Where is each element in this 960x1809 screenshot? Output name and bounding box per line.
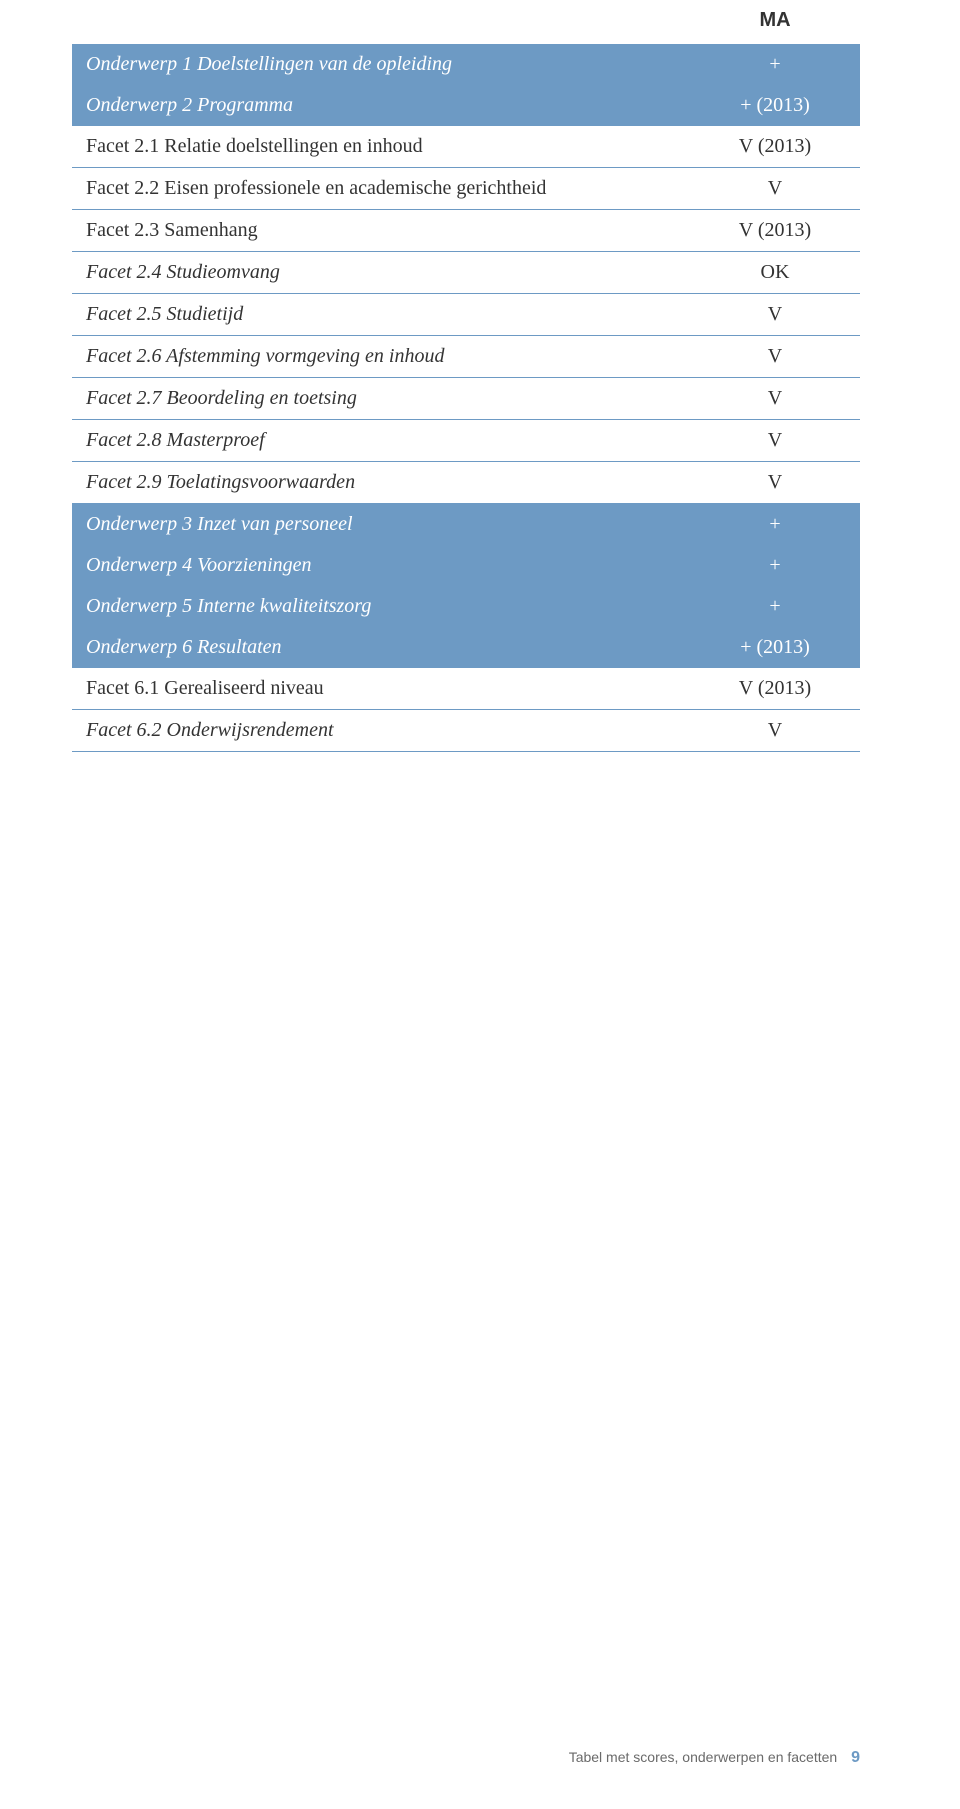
facet-label: Facet 2.2 Eisen professionele en academi…: [72, 168, 690, 210]
section-label: Onderwerp 6 Resultaten: [72, 627, 690, 668]
section-header-row: Onderwerp 5 Interne kwaliteitszorg+: [72, 586, 860, 627]
facet-value: V (2013): [690, 126, 860, 168]
facet-value: V: [690, 294, 860, 336]
facet-value: V: [690, 168, 860, 210]
facet-value: V: [690, 336, 860, 378]
facet-label: Facet 2.4 Studieomvang: [72, 252, 690, 294]
facet-label: Facet 2.6 Afstemming vormgeving en inhou…: [72, 336, 690, 378]
facet-label: Facet 2.7 Beoordeling en toetsing: [72, 378, 690, 420]
column-header-empty: [72, 0, 690, 44]
section-header-row: Onderwerp 1 Doelstellingen van de opleid…: [72, 44, 860, 85]
section-label: Onderwerp 3 Inzet van personeel: [72, 504, 690, 546]
facet-row: Facet 6.2 OnderwijsrendementV: [72, 710, 860, 752]
facet-label: Facet 2.9 Toelatingsvoorwaarden: [72, 462, 690, 504]
facet-row: Facet 2.2 Eisen professionele en academi…: [72, 168, 860, 210]
facet-value: V: [690, 462, 860, 504]
section-label: Onderwerp 2 Programma: [72, 85, 690, 126]
facet-label: Facet 2.8 Masterproef: [72, 420, 690, 462]
facet-value: V: [690, 420, 860, 462]
section-value: + (2013): [690, 85, 860, 126]
page-footer: Tabel met scores, onderwerpen en facette…: [569, 1749, 860, 1767]
facet-label: Facet 2.3 Samenhang: [72, 210, 690, 252]
section-value: +: [690, 504, 860, 546]
section-header-row: Onderwerp 6 Resultaten+ (2013): [72, 627, 860, 668]
section-header-row: Onderwerp 3 Inzet van personeel+: [72, 504, 860, 546]
section-value: +: [690, 545, 860, 586]
facet-row: Facet 2.1 Relatie doelstellingen en inho…: [72, 126, 860, 168]
facet-row: Facet 2.4 StudieomvangOK: [72, 252, 860, 294]
section-value: +: [690, 586, 860, 627]
facet-label: Facet 2.1 Relatie doelstellingen en inho…: [72, 126, 690, 168]
facet-row: Facet 2.6 Afstemming vormgeving en inhou…: [72, 336, 860, 378]
scores-table: MAOnderwerp 1 Doelstellingen van de ople…: [72, 0, 860, 752]
footer-text: Tabel met scores, onderwerpen en facette…: [569, 1749, 838, 1765]
section-label: Onderwerp 5 Interne kwaliteitszorg: [72, 586, 690, 627]
facet-row: Facet 6.1 Gerealiseerd niveauV (2013): [72, 668, 860, 710]
section-label: Onderwerp 4 Voorzieningen: [72, 545, 690, 586]
section-header-row: Onderwerp 2 Programma+ (2013): [72, 85, 860, 126]
facet-row: Facet 2.7 Beoordeling en toetsingV: [72, 378, 860, 420]
column-header-row: MA: [72, 0, 860, 44]
facet-value: OK: [690, 252, 860, 294]
section-label: Onderwerp 1 Doelstellingen van de opleid…: [72, 44, 690, 85]
section-value: + (2013): [690, 627, 860, 668]
facet-row: Facet 2.9 ToelatingsvoorwaardenV: [72, 462, 860, 504]
section-value: +: [690, 44, 860, 85]
facet-value: V: [690, 378, 860, 420]
facet-label: Facet 6.2 Onderwijsrendement: [72, 710, 690, 752]
facet-label: Facet 6.1 Gerealiseerd niveau: [72, 668, 690, 710]
facet-value: V (2013): [690, 668, 860, 710]
column-header-ma: MA: [690, 0, 860, 44]
facet-row: Facet 2.5 StudietijdV: [72, 294, 860, 336]
facet-value: V (2013): [690, 210, 860, 252]
footer-page-number: 9: [851, 1749, 860, 1766]
facet-row: Facet 2.8 MasterproefV: [72, 420, 860, 462]
section-header-row: Onderwerp 4 Voorzieningen+: [72, 545, 860, 586]
facet-label: Facet 2.5 Studietijd: [72, 294, 690, 336]
facet-row: Facet 2.3 SamenhangV (2013): [72, 210, 860, 252]
facet-value: V: [690, 710, 860, 752]
